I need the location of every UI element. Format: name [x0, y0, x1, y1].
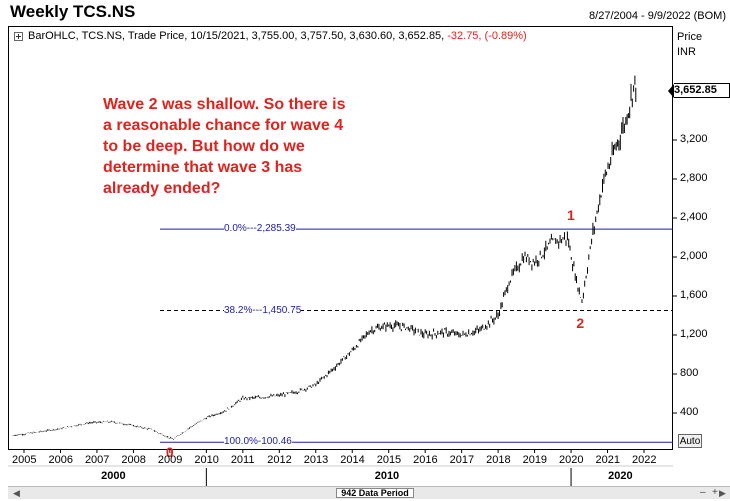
y-tick-label: 3,200	[680, 133, 708, 145]
y-tick-label: 2,800	[680, 172, 708, 184]
wave-label: 2	[576, 314, 585, 331]
zoom-out-icon[interactable]: –	[700, 487, 706, 498]
x-tick-label: 2013	[303, 454, 329, 466]
x-tick-label: 2015	[376, 454, 402, 466]
expand-icon[interactable]	[14, 31, 23, 41]
series-info-bar: BarOHLC, TCS.NS, Trade Price, 10/15/2021…	[14, 29, 527, 43]
price-label: Price	[677, 31, 703, 43]
fibonacci-label: 0.0%---2,285.39	[224, 223, 296, 235]
x-tick-label: 2010	[194, 454, 219, 466]
x-tick-label: 2008	[121, 454, 146, 466]
y-tick-label: 1,600	[680, 289, 708, 301]
x-tick-label: 2009	[157, 454, 183, 466]
last-price-marker: 3,652.85	[668, 83, 730, 98]
series-values: BarOHLC, TCS.NS, Trade Price, 10/15/2021…	[28, 30, 445, 42]
y-tick-label: 400	[680, 406, 699, 418]
x-tick-label: 2017	[449, 454, 475, 466]
scroll-right-icon[interactable]: ▶	[719, 488, 726, 498]
price-chart-pane[interactable]	[8, 26, 673, 450]
wave-label: 1	[567, 207, 575, 224]
wave-label: 0	[165, 444, 174, 461]
scroll-left-icon[interactable]: ◀	[13, 488, 20, 498]
x-tick-label: 2022	[632, 454, 657, 466]
x-tick-label: 2011	[230, 454, 255, 466]
horizontal-scrollbar[interactable]: ◀ 942 Data Period – + ▶	[8, 486, 730, 499]
auto-scale-button[interactable]: Auto	[678, 434, 702, 448]
scroll-thumb[interactable]: 942 Data Period	[336, 488, 414, 498]
date-range: 8/27/2004 - 9/9/2022 (BOM)	[589, 10, 726, 22]
y-tick-label: 1,200	[680, 328, 708, 340]
x-tick-label: 2018	[486, 454, 511, 466]
x-tick-label: 2021	[595, 454, 620, 466]
x-tick-label: 2006	[48, 454, 73, 466]
price-axis-header: Price INR	[677, 30, 702, 60]
x-tick-label: 2016	[413, 454, 438, 466]
fibonacci-label: 38.2%---1,450.75	[224, 304, 302, 316]
y-tick-label: 2,000	[680, 250, 708, 262]
annotation-text: Wave 2 was shallow. So there is a reason…	[103, 96, 346, 197]
x-tick-label: 2005	[12, 454, 37, 466]
price-series	[12, 75, 637, 440]
time-axis[interactable]: 2005 2006 2007 2008 2009 2010 2011 2012 2013 2014…	[8, 450, 673, 486]
currency-label: INR	[677, 46, 696, 58]
x-tick-label: 2014	[340, 454, 365, 466]
y-tick-label: 2,400	[680, 211, 708, 223]
x-tick-label: 2020	[559, 454, 584, 466]
x-tick-label: 2012	[267, 454, 292, 466]
zoom-in-icon[interactable]: +	[712, 487, 718, 498]
x-decade-label: 2020	[608, 470, 633, 482]
fibonacci-label: 100.0%-100.46	[224, 436, 292, 448]
x-decade-label: 2000	[101, 470, 126, 482]
x-decade-label: 2010	[374, 470, 400, 482]
chart-title: Weekly TCS.NS	[10, 2, 136, 21]
y-tick-label: 800	[680, 367, 699, 379]
x-tick-label: 2007	[84, 454, 110, 466]
series-change: -32.75, (-0.89%)	[447, 30, 527, 42]
x-tick-label: 2019	[522, 454, 548, 466]
